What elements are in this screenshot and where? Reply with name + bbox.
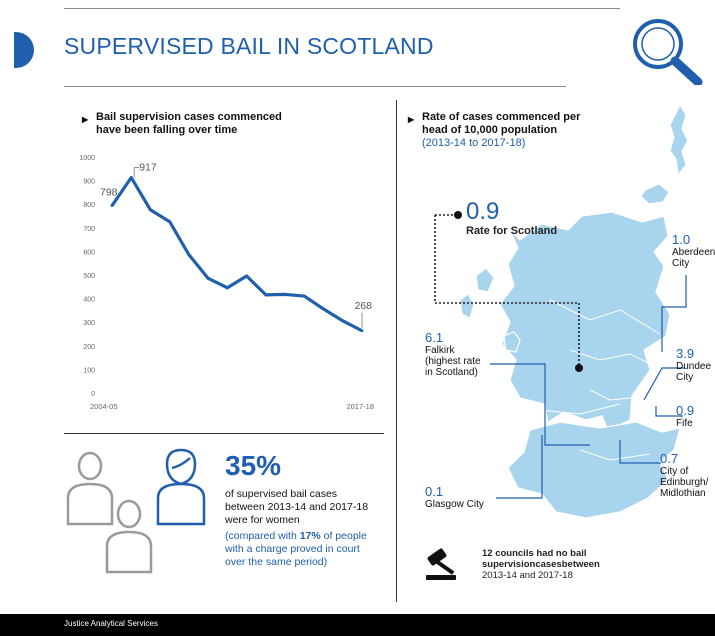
x-tick-label: 2017-18 xyxy=(346,402,374,411)
scotland-rate-label: Rate for Scotland xyxy=(466,225,558,237)
data-label-first: 798 xyxy=(100,187,118,199)
data-point xyxy=(129,176,133,179)
councils-line-2: supervisioncasesbetween xyxy=(482,559,600,570)
y-tick-label: 300 xyxy=(83,320,95,327)
glasgow-name: Glasgow City xyxy=(425,499,484,510)
edinburgh-name-1: City of xyxy=(660,466,689,477)
data-point xyxy=(168,220,172,224)
bullet-arrow-icon: ▶ xyxy=(82,115,89,124)
councils-line-1: 12 councils had no bail xyxy=(482,548,587,559)
aberdeen-label: 1.0 Aberdeen City xyxy=(672,232,715,269)
data-point xyxy=(264,293,268,297)
fife-rate: 0.9 xyxy=(676,403,695,418)
western-isles-south xyxy=(459,293,475,319)
y-tick-label: 700 xyxy=(83,226,95,233)
glasgow-rate: 0.1 xyxy=(425,484,444,499)
women-stat-description: of supervised bail cases between 2013-14… xyxy=(225,488,369,526)
gavel-icon xyxy=(424,548,464,582)
chart-heading-line2: have been falling over time xyxy=(96,124,238,136)
y-tick-label: 400 xyxy=(83,297,95,304)
dundee-name-1: Dundee xyxy=(676,361,712,372)
map-heading-line2: head of 10,000 population xyxy=(422,124,558,136)
dundee-name-2: City xyxy=(676,372,694,383)
edinburgh-name-3: Midlothian xyxy=(660,488,706,499)
inner-hebrides xyxy=(503,331,521,353)
data-point xyxy=(187,253,191,257)
western-isles xyxy=(475,267,495,293)
map-period: (2013-14 to 2017-18) xyxy=(422,137,526,149)
map-heading-line1: Rate of cases commenced per xyxy=(422,111,581,123)
data-point xyxy=(283,293,287,296)
data-label-last: 268 xyxy=(354,300,372,312)
chart-heading-line1: Bail supervision cases commenced xyxy=(96,111,282,123)
falkirk-name-1: Falkirk xyxy=(425,345,455,356)
dundee-label: 3.9 Dundee City xyxy=(676,346,711,383)
women-percent: 35% xyxy=(225,450,282,481)
orkney-islands xyxy=(640,183,670,205)
data-point xyxy=(322,307,325,311)
chart-heading: ▶ Bail supervision cases commenced have … xyxy=(82,111,282,137)
comparison-percent: 17% xyxy=(299,530,321,542)
mainland-scotland xyxy=(499,211,671,431)
aberdeen-rate: 1.0 xyxy=(672,232,691,247)
comparison-suffix: of people with a charge proved in court … xyxy=(225,530,367,568)
y-tick-label: 900 xyxy=(83,179,95,186)
bullet-arrow-icon: ▶ xyxy=(408,115,415,124)
page-title: SUPERVISED BAIL IN SCOTLAND xyxy=(64,33,434,59)
fife-label: 0.9 Fife xyxy=(676,403,694,429)
falkirk-label: 6.1 Falkirk (highest rate in Scotland) xyxy=(425,330,481,378)
comparison-prefix: (compared with xyxy=(225,530,300,542)
footer-bar: Justice Analytical Services xyxy=(0,614,715,636)
column-divider xyxy=(396,100,397,602)
councils-line-3: 2013-14 and 2017-18 xyxy=(482,570,573,581)
scotland-rate: 0.9 xyxy=(466,198,500,225)
data-point xyxy=(341,319,345,323)
footer-text: Justice Analytical Services xyxy=(64,619,158,628)
data-point xyxy=(302,294,306,298)
y-tick-label: 1000 xyxy=(79,155,95,162)
data-label-peak: 917 xyxy=(139,162,157,174)
southern-scotland xyxy=(507,421,681,519)
data-point xyxy=(360,329,364,333)
dundee-rate: 3.9 xyxy=(676,346,695,361)
y-tick-label: 0 xyxy=(91,391,95,398)
series-line xyxy=(110,175,363,333)
women-stat-comparison: (compared with 17% of people with a char… xyxy=(225,530,375,569)
falkirk-rate: 6.1 xyxy=(425,330,444,345)
magnifier-icon xyxy=(620,10,710,87)
y-tick-label: 600 xyxy=(83,249,95,256)
data-point xyxy=(110,204,114,208)
y-tick-label: 200 xyxy=(83,344,95,351)
y-tick-label: 800 xyxy=(83,202,95,209)
title-rule xyxy=(64,86,566,87)
edinburgh-name-2: Edinburgh/ xyxy=(660,477,709,488)
aberdeen-name-1: Aberdeen xyxy=(672,247,715,258)
aberdeen-name-2: City xyxy=(672,258,690,269)
falkirk-name-3: in Scotland) xyxy=(425,367,478,378)
data-point xyxy=(225,286,229,290)
data-point xyxy=(149,208,152,212)
section-divider xyxy=(64,433,384,434)
fife-name: Fife xyxy=(676,418,693,429)
shetland-islands xyxy=(669,103,689,177)
top-rule xyxy=(64,8,620,9)
edinburgh-label: 0.7 City of Edinburgh/ Midlothian xyxy=(660,451,708,499)
y-tick-label: 100 xyxy=(83,367,95,374)
map-heading: ▶ Rate of cases commenced per head of 10… xyxy=(408,111,581,150)
councils-note: 12 councils had no bail supervisioncases… xyxy=(482,548,600,581)
x-tick-label: 2004-05 xyxy=(90,402,118,411)
data-point xyxy=(245,274,249,278)
edinburgh-rate: 0.7 xyxy=(660,451,679,466)
glasgow-label: 0.1 Glasgow City xyxy=(425,484,484,510)
people-icon xyxy=(62,448,222,578)
y-tick-label: 500 xyxy=(83,273,95,280)
data-point xyxy=(206,276,210,280)
section-marker xyxy=(14,32,34,68)
scotland-map xyxy=(434,103,689,519)
falkirk-name-2: (highest rate xyxy=(425,356,481,367)
